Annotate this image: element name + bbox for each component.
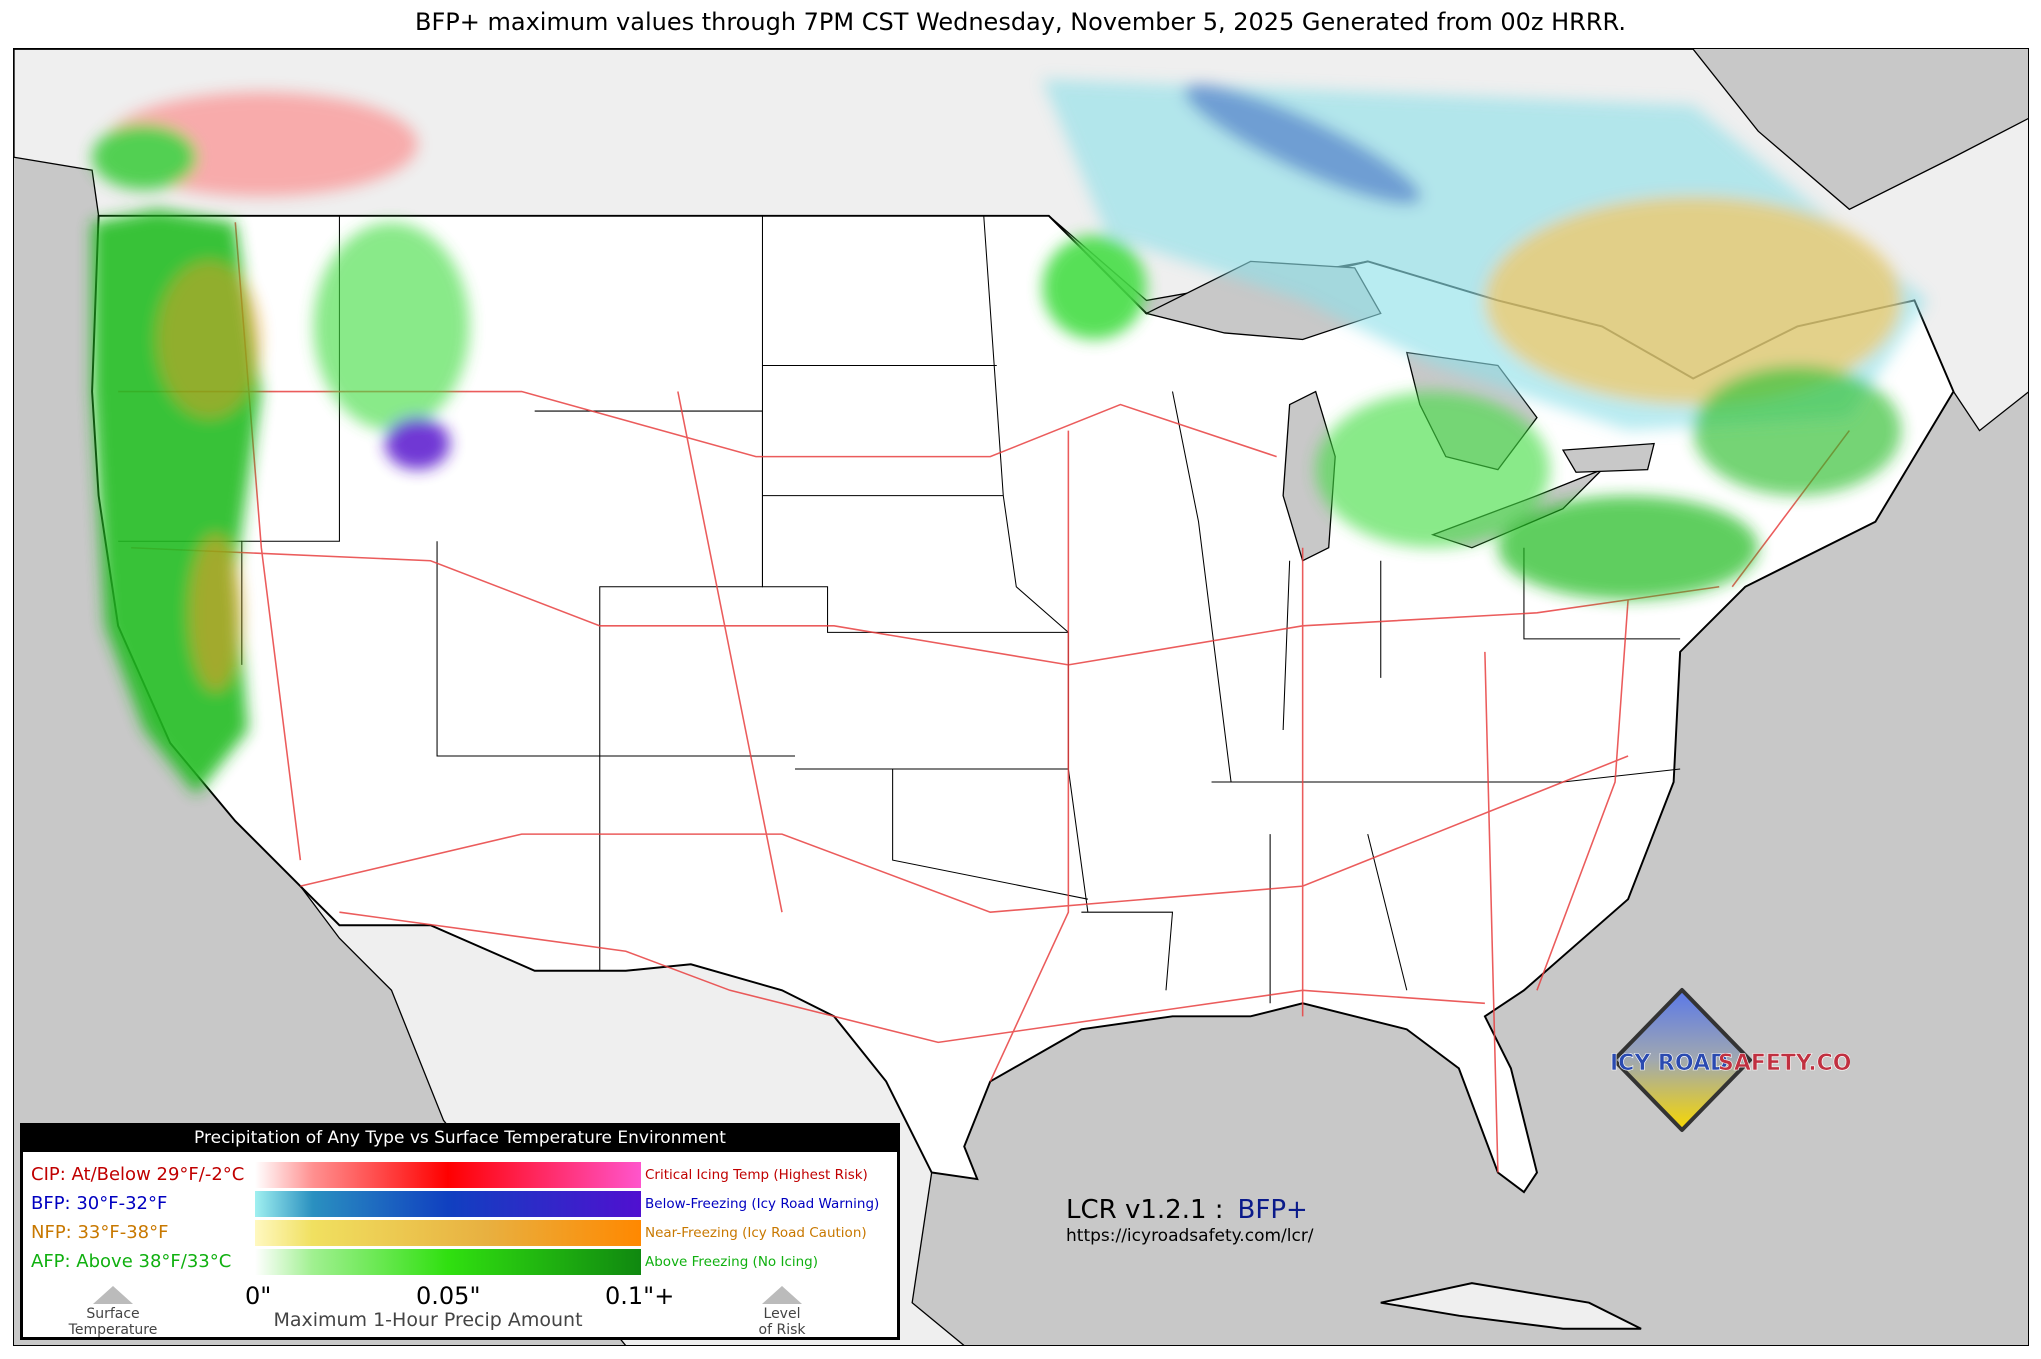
up-arrow-icon: [762, 1286, 802, 1304]
legend: Precipitation of Any Type vs Surface Tem…: [20, 1123, 900, 1340]
legend-row-nfp: NFP: 33°F-38°F Near-Freezing (Icy Road C…: [23, 1219, 897, 1247]
legend-desc: Above Freezing (No Icing): [645, 1254, 819, 1270]
legend-label: AFP: Above 38°F/33°C: [31, 1251, 232, 1272]
legend-desc: Near-Freezing (Icy Road Caution): [645, 1225, 867, 1241]
legend-color-bar: [255, 1220, 641, 1246]
surface-temp-label: Surface Temperature: [68, 1306, 158, 1338]
cuba-land: [1380, 1282, 1642, 1330]
lcr-url: https://icyroadsafety.com/lcr/: [1066, 1226, 1314, 1246]
legend-row-bfp: BFP: 30°F-32°F Below-Freezing (Icy Road …: [23, 1190, 897, 1218]
legend-tick: 0": [245, 1282, 272, 1310]
state-borders: [118, 215, 1681, 1004]
product-label: BFP+: [1237, 1195, 1308, 1225]
up-arrow-icon: [93, 1286, 133, 1304]
interstate-highways: [118, 222, 1850, 1173]
legend-desc: Below-Freezing (Icy Road Warning): [645, 1196, 880, 1212]
svg-text:ICY ROAD: ICY ROAD: [1610, 1051, 1728, 1076]
legend-tick: 0.1"+: [605, 1282, 675, 1310]
legend-color-bar: [255, 1191, 641, 1217]
map-canvas: [14, 49, 2028, 1345]
legend-desc: Critical Icing Temp (Highest Risk): [645, 1167, 868, 1183]
map-title: BFP+ maximum values through 7PM CST Wedn…: [415, 8, 1626, 36]
svg-text:SAFETY.COM: SAFETY.COM: [1718, 1051, 1850, 1076]
legend-color-bar: [255, 1162, 641, 1188]
legend-color-bar: [255, 1249, 641, 1275]
icyroadsafety-logo: ICY ROAD SAFETY.COM: [1600, 985, 1874, 1135]
legend-row-cip: CIP: At/Below 29°F/-2°C Critical Icing T…: [23, 1161, 897, 1189]
legend-label: NFP: 33°F-38°F: [31, 1222, 169, 1243]
legend-heading: Precipitation of Any Type vs Surface Tem…: [23, 1126, 897, 1152]
legend-label: BFP: 30°F-32°F: [31, 1193, 168, 1214]
legend-axis-label: Maximum 1-Hour Precip Amount: [273, 1309, 583, 1331]
legend-tick: 0.05": [416, 1282, 481, 1310]
precip-overlay: [92, 79, 1928, 796]
version-label: LCR v1.2.1 : BFP+: [1066, 1195, 1308, 1225]
legend-label: CIP: At/Below 29°F/-2°C: [31, 1164, 245, 1185]
level-of-risk-label: Level of Risk: [758, 1306, 806, 1338]
legend-row-afp: AFP: Above 38°F/33°C Above Freezing (No …: [23, 1248, 897, 1276]
